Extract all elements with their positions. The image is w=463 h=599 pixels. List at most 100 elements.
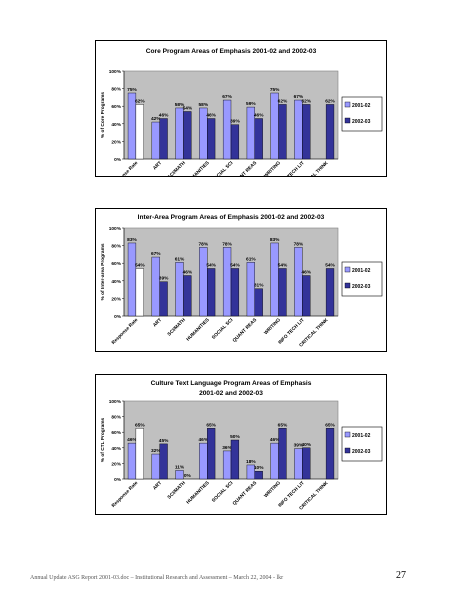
x-tick-label: WRITING <box>263 480 282 499</box>
bar-2001-02-art <box>151 121 160 160</box>
data-label: 42% <box>151 116 161 122</box>
legend-label: 2001-02 <box>352 103 371 109</box>
bar-2002-03-info-tech-lit <box>302 275 311 317</box>
data-label: 46% <box>206 113 216 119</box>
data-label: 65% <box>325 422 335 428</box>
x-tick-label: QUANT REAS <box>232 317 259 344</box>
x-tick-label: SCI/MATH <box>166 480 187 501</box>
chart-title: Core Program Areas of Emphasis 2001-02 a… <box>146 48 317 55</box>
x-tick-label: Response Rate <box>111 480 140 509</box>
data-label: 75% <box>270 87 280 93</box>
bar-2002-03-response-rate <box>135 268 144 317</box>
bar-2001-02-art <box>151 256 160 317</box>
legend-swatch <box>344 266 351 273</box>
y-tick-label: 40% <box>111 446 121 452</box>
data-label: 46% <box>159 113 169 119</box>
bar-2002-03-quant-reas <box>254 118 263 160</box>
bar-2001-02-art <box>151 453 160 480</box>
data-label: 62% <box>135 98 145 104</box>
bar-2002-03-social-sci <box>230 124 240 160</box>
y-tick-label: 80% <box>111 244 121 250</box>
data-label: 39% <box>294 443 304 449</box>
bar-2002-03-info-tech-lit <box>302 104 311 160</box>
bar-2002-03-quant-reas <box>254 470 263 480</box>
y-axis-title: % of Inter-area Programs <box>100 243 106 300</box>
bar-2002-03-writing <box>278 104 287 160</box>
bar-2001-02-humanities <box>199 442 208 480</box>
legend-swatch <box>344 447 351 454</box>
y-tick-label: 60% <box>111 430 121 436</box>
bar-2002-03-writing <box>278 428 287 480</box>
data-label: 62% <box>278 98 288 104</box>
bar-2002-03-humanities <box>207 268 216 317</box>
bar-2002-03-art <box>159 443 168 480</box>
y-tick-label: 0% <box>114 477 122 483</box>
bar-2002-03-critical-think <box>325 268 335 317</box>
data-label: 11% <box>175 464 185 470</box>
x-tick-label: QUANT REAS <box>232 160 259 176</box>
x-tick-label: Response Rate <box>111 317 140 346</box>
x-tick-label: SCI/MATH <box>166 317 187 338</box>
x-tick-label: ART <box>152 317 163 328</box>
bar-2002-03-art <box>159 281 168 317</box>
chart-core-areas: Core Program Areas of Emphasis 2001-02 a… <box>95 40 387 177</box>
bar-2001-02-info-tech-lit <box>294 247 303 317</box>
data-label: 67% <box>294 94 304 100</box>
data-label: 46% <box>301 270 311 276</box>
chart-title: Culture Text Language Program Areas of E… <box>151 380 312 387</box>
bar-2001-02-info-tech-lit <box>294 99 303 160</box>
chart-ctl-areas: Culture Text Language Program Areas of E… <box>95 374 387 515</box>
bar-2002-03-critical-think <box>325 104 335 160</box>
data-label: 62% <box>325 98 335 104</box>
bar-2001-02-social-sci <box>222 247 232 317</box>
bar-2002-03-humanities <box>207 118 216 160</box>
bar-2002-03-response-rate <box>135 104 144 160</box>
x-tick-label: WRITING <box>263 317 282 336</box>
data-label: 61% <box>246 256 256 262</box>
x-tick-label: SOCIAL SCI <box>211 317 235 341</box>
bar-2001-02-social-sci <box>222 450 232 480</box>
legend-swatch <box>344 282 351 289</box>
data-label: 67% <box>222 94 232 100</box>
legend-swatch <box>344 431 351 438</box>
y-tick-label: 100% <box>109 399 122 405</box>
y-tick-label: 100% <box>109 69 122 75</box>
legend-label: 2001-02 <box>352 268 371 274</box>
chart-title: Inter-Area Program Areas of Emphasis 200… <box>138 214 325 221</box>
data-label: 54% <box>183 105 193 111</box>
bar-2001-02-quant-reas <box>246 262 255 317</box>
y-tick-label: 40% <box>111 279 121 285</box>
y-axis-title: % of CTL Programs <box>100 417 106 462</box>
x-tick-label: SOCIAL SCI <box>211 160 235 176</box>
x-tick-label: QUANT REAS <box>232 480 259 507</box>
data-label: 0% <box>184 473 192 479</box>
y-tick-label: 40% <box>111 122 121 128</box>
bar-2001-02-info-tech-lit <box>294 448 303 480</box>
chart-inter-area-svg: Inter-Area Program Areas of Emphasis 200… <box>100 214 383 348</box>
chart-core-areas-svg: Core Program Areas of Emphasis 2001-02 a… <box>100 48 383 176</box>
bar-2002-03-critical-think <box>325 428 335 480</box>
page-footer: Annual Update ASG Report 2001-03.doc – I… <box>30 575 284 581</box>
data-label: 54% <box>206 262 216 268</box>
bar-2002-03-writing <box>278 268 287 317</box>
data-label: 78% <box>294 241 304 247</box>
bar-2001-02-writing <box>270 442 279 480</box>
bar-2002-03-info-tech-lit <box>302 447 311 480</box>
chart-inter-area: Inter-Area Program Areas of Emphasis 200… <box>95 208 387 352</box>
x-tick-label: HUMANITIES <box>185 160 211 176</box>
data-label: 45% <box>159 438 169 444</box>
y-tick-label: 20% <box>111 461 121 467</box>
bar-2001-02-humanities <box>199 247 208 317</box>
bar-2002-03-response-rate <box>135 428 144 480</box>
bar-2001-02-sci-math <box>175 470 184 480</box>
bar-2001-02-sci-math <box>175 107 184 160</box>
data-label: 62% <box>301 98 311 104</box>
x-tick-label: ART <box>152 480 163 491</box>
chart-ctl-areas-svg: Culture Text Language Program Areas of E… <box>100 380 383 511</box>
bar-2002-03-humanities <box>207 428 216 480</box>
bar-2001-02-response-rate <box>127 442 137 480</box>
data-label: 10% <box>254 465 264 471</box>
legend-swatch <box>344 117 351 124</box>
data-label: 54% <box>325 262 335 268</box>
x-tick-label: WRITING <box>263 160 282 176</box>
